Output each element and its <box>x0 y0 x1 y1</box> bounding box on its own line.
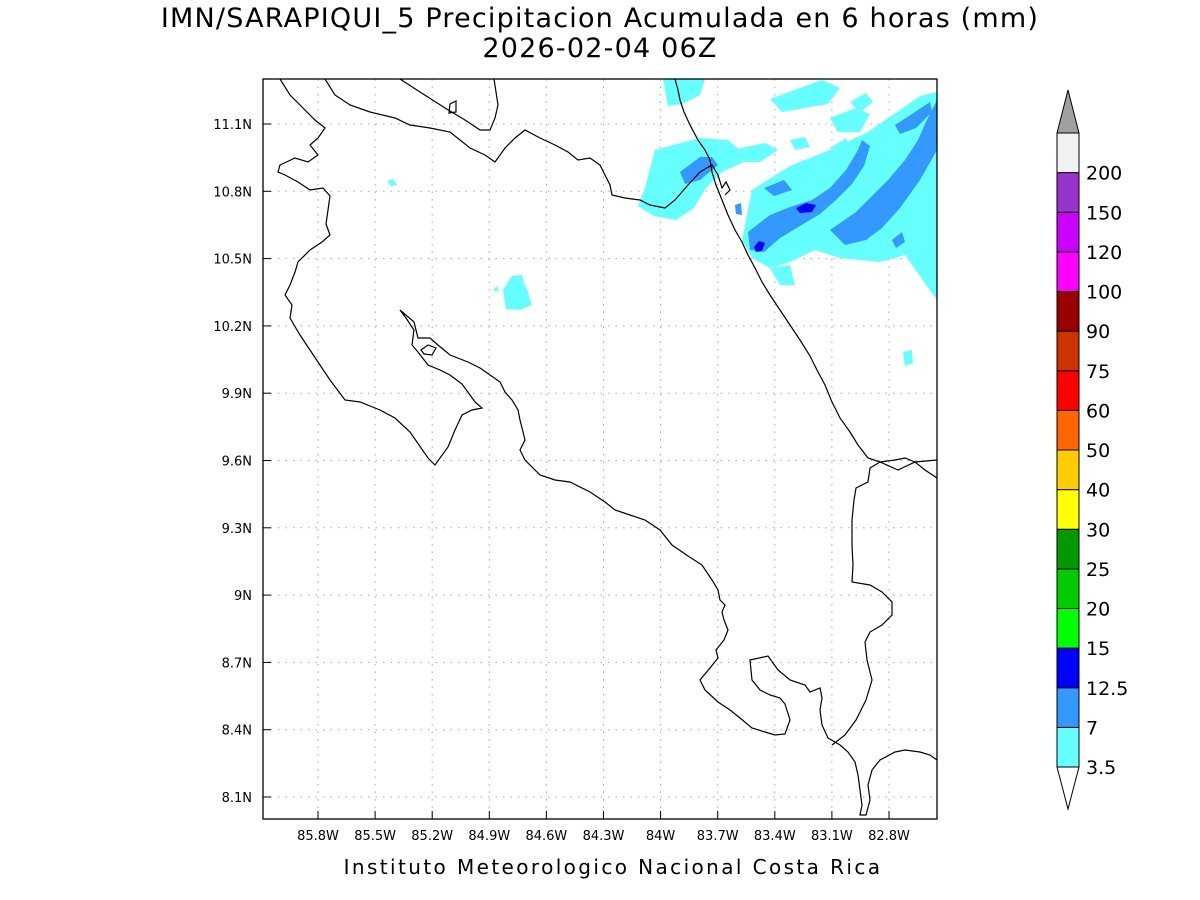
colorbar-level-label: 7 <box>1086 717 1098 739</box>
lat-tick-label: 8.4N <box>222 724 252 739</box>
colorbar-level-label: 90 <box>1086 321 1110 343</box>
lon-tick-label: 83.4W <box>754 829 796 844</box>
colorbar-box <box>1056 330 1080 372</box>
colorbar-box <box>1056 211 1080 253</box>
coastline-and-borders <box>277 79 937 816</box>
lon-tick-label: 84W <box>646 829 676 844</box>
lon-tick-label: 83.7W <box>697 829 739 844</box>
panama-border <box>831 459 937 746</box>
colorbar-box <box>1056 370 1080 411</box>
latitude-axis: 11.1N 10.8N 10.5N 10.2N 9.9N 9.6N 9.3N 9N 8.7N 8.… <box>213 118 271 806</box>
colorbar-box <box>1056 726 1080 768</box>
gulf-island <box>420 344 437 356</box>
colorbar-level-label: 150 <box>1086 202 1122 224</box>
colorbar-level-label: 20 <box>1086 599 1110 621</box>
lat-tick-label: 9.9N <box>222 387 252 402</box>
colorbar-box <box>1056 528 1080 570</box>
lat-tick-label: 9.6N <box>222 455 252 470</box>
map-title: IMN/SARAPIQUI_5 Precipitacion Acumulada … <box>160 3 1040 34</box>
colorbar-level-label: 25 <box>1086 559 1110 581</box>
costa-rica-outline <box>277 79 937 816</box>
colorbar-box <box>1056 608 1080 649</box>
lat-tick-label: 10.8N <box>213 185 252 200</box>
colorbar-top-arrow <box>1056 89 1080 134</box>
lat-tick-label: 9.3N <box>222 522 252 537</box>
lake-island <box>448 100 457 114</box>
colorbar-labels: 3.5 7 12.5 15 20 25 30 40 50 60 75 90 100 120 150 200 <box>1086 163 1128 779</box>
colorbar-boxes <box>1056 89 1080 811</box>
lat-tick-label: 11.1N <box>213 118 252 133</box>
colorbar-box <box>1056 291 1080 332</box>
colorbar-level-label: 12.5 <box>1086 678 1128 700</box>
lat-tick-label: 8.1N <box>222 791 252 806</box>
colorbar-level-label: 120 <box>1086 242 1122 264</box>
lake-shore <box>399 79 499 131</box>
lon-tick-label: 85.5W <box>354 829 396 844</box>
lat-tick-label: 10.5N <box>213 253 252 268</box>
lon-tick-label: 84.9W <box>468 829 510 844</box>
colorbar-level-label: 40 <box>1086 480 1110 502</box>
caribbean-coast <box>674 79 937 479</box>
plot-frame <box>262 78 938 820</box>
colorbar-level-label: 75 <box>1086 361 1110 383</box>
colorbar-level-label: 15 <box>1086 638 1110 660</box>
longitude-axis: 85.8W 85.5W 85.2W 84.9W 84.6W 84.3W 84W 83.7W 83… <box>297 811 910 844</box>
colorbar-box <box>1056 172 1080 213</box>
colorbar-level-label: 30 <box>1086 519 1110 541</box>
precipitation-shading <box>387 79 937 366</box>
colorbar-level-label: 50 <box>1086 440 1110 462</box>
colorbar-box <box>1056 489 1080 530</box>
colorbar-level-label: 100 <box>1086 282 1122 304</box>
lon-tick-label: 82.8W <box>868 829 910 844</box>
colorbar-bottom-arrow <box>1056 766 1080 811</box>
lon-tick-label: 85.8W <box>297 829 339 844</box>
colorbar-box <box>1056 647 1080 689</box>
precip-7mm <box>680 100 937 252</box>
colorbar-level-label: 3.5 <box>1086 757 1116 779</box>
precip-12-5mm <box>754 203 816 252</box>
colorbar-box <box>1056 568 1080 609</box>
lat-tick-label: 10.2N <box>213 320 252 335</box>
lat-tick-label: 8.7N <box>222 656 252 671</box>
nicaragua-border <box>324 79 731 209</box>
colorbar-box <box>1056 409 1080 451</box>
colorbar-box <box>1056 132 1080 174</box>
lon-tick-label: 84.3W <box>583 829 625 844</box>
colorbar-box <box>1056 449 1080 491</box>
credit-line: Instituto Meteorologico Nacional Costa R… <box>343 855 883 879</box>
colorbar-level-label: 200 <box>1086 163 1122 185</box>
colorbar-box <box>1056 687 1080 728</box>
map-date: 2026-02-04 06Z <box>482 33 718 64</box>
lon-tick-label: 83.1W <box>811 829 853 844</box>
lon-tick-label: 85.2W <box>411 829 453 844</box>
colorbar-box <box>1056 251 1080 292</box>
lat-tick-label: 9N <box>234 589 252 604</box>
lon-tick-label: 84.6W <box>525 829 567 844</box>
colorbar-level-label: 60 <box>1086 400 1110 422</box>
